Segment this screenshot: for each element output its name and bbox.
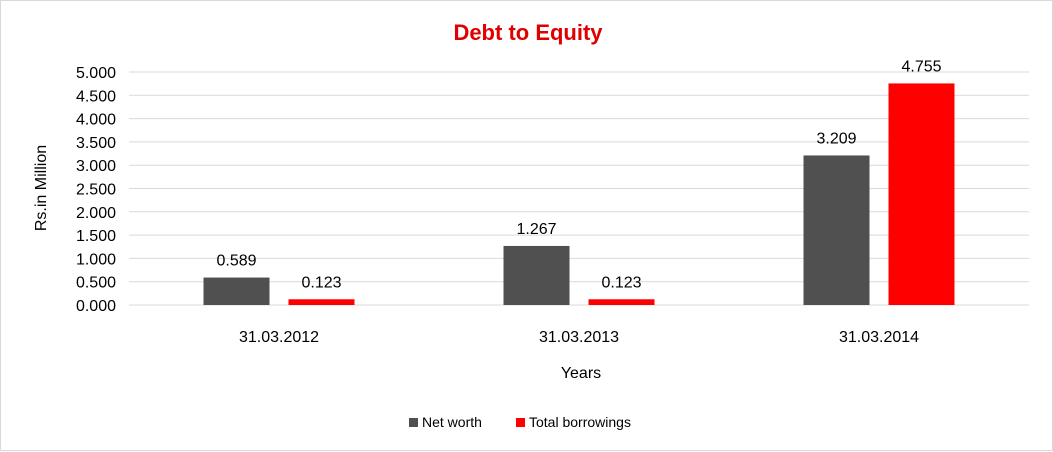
bar-net-worth	[503, 245, 570, 305]
legend-entry: Net worth	[422, 414, 482, 430]
y-tick-label: 0.000	[76, 298, 116, 315]
data-label: 0.123	[601, 274, 641, 291]
data-label: 3.209	[816, 130, 856, 147]
legend: Net worth Total borrowings	[409, 414, 631, 430]
gridlines	[129, 71, 1029, 306]
y-axis-title: Rs.in Million	[33, 145, 50, 231]
bars	[203, 83, 955, 306]
x-tick-label: 31.03.2012	[239, 329, 319, 346]
y-axis-ticks: 0.000 0.500 1.000 1.500 2.000 2.500 3.000 3.500…	[76, 65, 116, 315]
data-labels: 0.589 0.123 1.267 0.123 3.209 4.755	[216, 58, 941, 291]
y-tick-label: 4.500	[76, 88, 116, 105]
bar-total-borrowings	[288, 299, 355, 305]
y-tick-label: 2.000	[76, 205, 116, 222]
legend-entry: Total borrowings	[529, 414, 631, 430]
x-tick-label: 31.03.2013	[539, 329, 619, 346]
x-axis-ticks: 31.03.2012 31.03.2013 31.03.2014	[239, 329, 919, 346]
y-tick-label: 0.500	[76, 275, 116, 292]
y-tick-label: 3.500	[76, 135, 116, 152]
x-tick-label: 31.03.2014	[839, 329, 919, 346]
chart-title: Debt to Equity	[453, 20, 603, 45]
y-tick-label: 2.500	[76, 182, 116, 199]
y-tick-label: 1.000	[76, 251, 116, 268]
legend-swatch	[409, 418, 418, 427]
data-label: 1.267	[516, 221, 556, 238]
y-tick-label: 1.500	[76, 228, 116, 245]
y-tick-label: 5.000	[76, 65, 116, 82]
bar-total-borrowings	[888, 83, 955, 306]
data-label: 4.755	[901, 58, 941, 75]
data-label: 0.123	[301, 274, 341, 291]
y-tick-label: 4.000	[76, 112, 116, 129]
x-axis-title: Years	[561, 365, 601, 382]
y-tick-label: 3.000	[76, 158, 116, 175]
bar-net-worth	[203, 277, 270, 305]
data-label: 0.589	[216, 253, 256, 270]
legend-swatch	[516, 418, 525, 427]
bar-net-worth	[803, 155, 870, 305]
bar-total-borrowings	[588, 299, 655, 305]
